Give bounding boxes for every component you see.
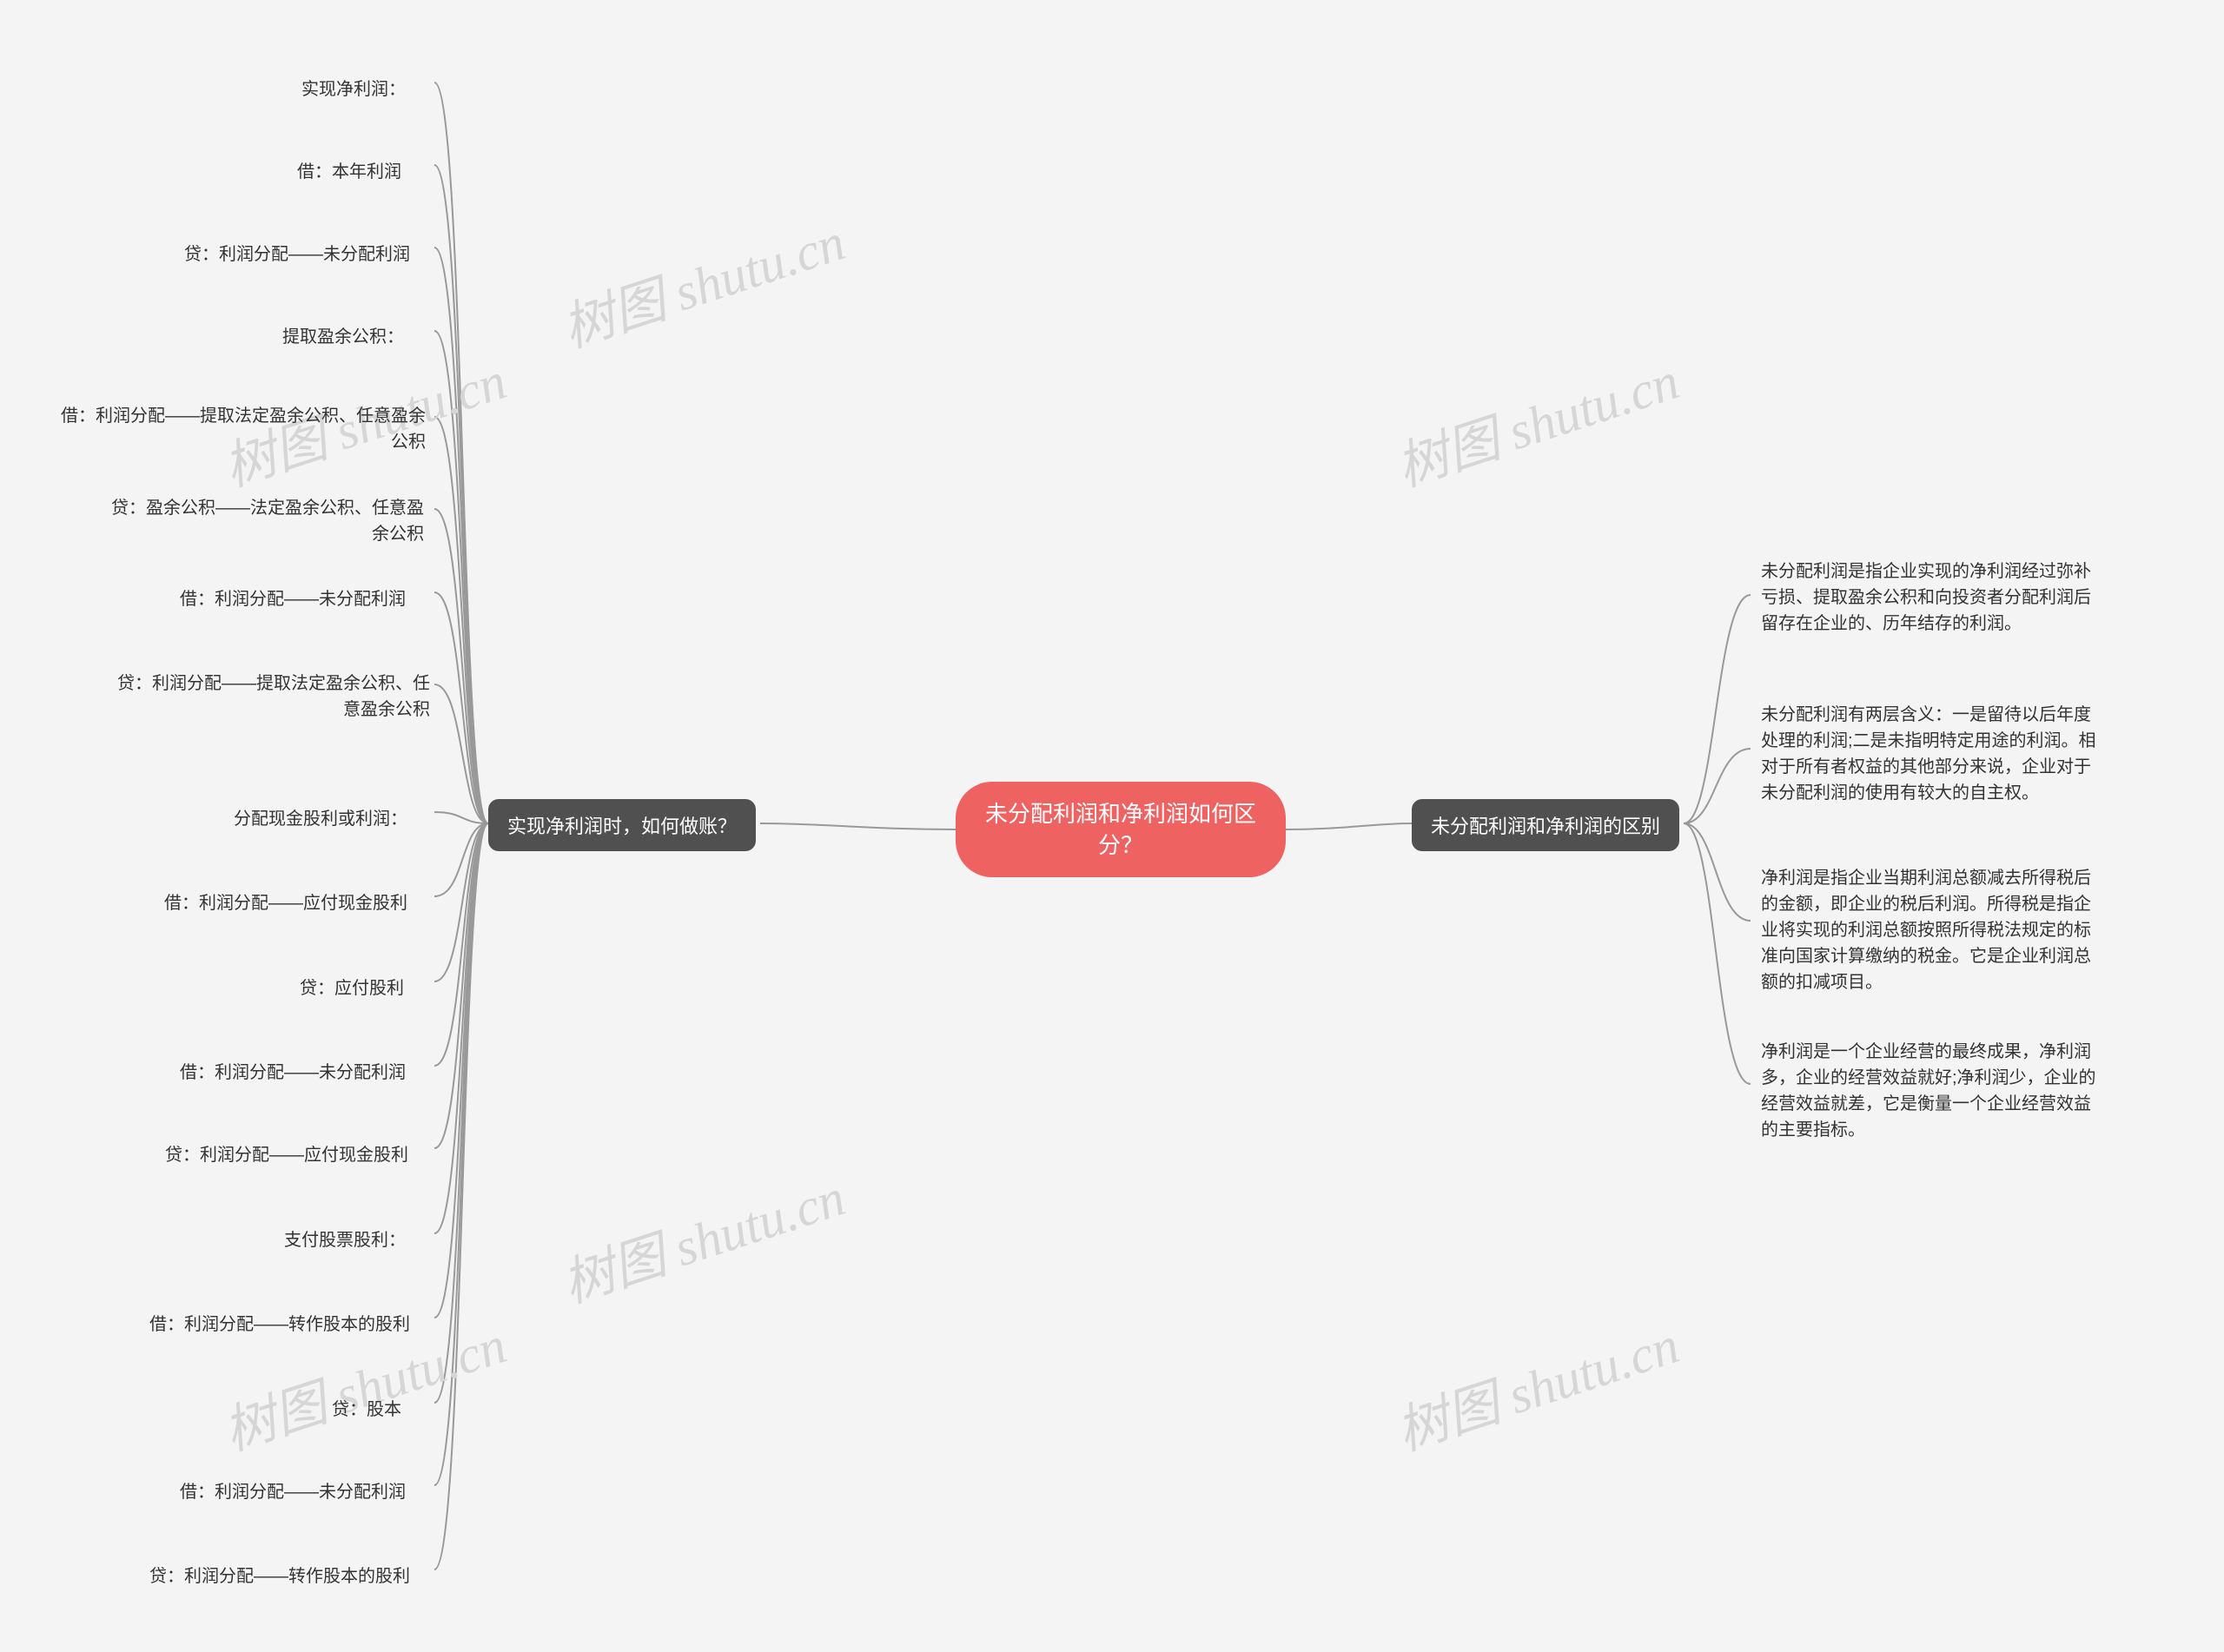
leaf-item: 贷：利润分配——应付现金股利 — [155, 1135, 419, 1175]
leaf-item: 未分配利润有两层含义：一是留待以后年度处理的利润;二是未指明特定用途的利润。相对… — [1751, 695, 2115, 813]
leaf-item: 支付股票股利： — [274, 1220, 416, 1260]
mindmap-canvas: 树图 shutu.cn 树图 shutu.cn 树图 shutu.cn 树图 s… — [0, 0, 2224, 1652]
leaf-item: 净利润是指企业当期利润总额减去所得税后的金额，即企业的税后利润。所得税是指企业将… — [1751, 858, 2115, 1002]
leaf-item: 贷：盈余公积——法定盈余公积、任意盈余公积 — [87, 488, 434, 554]
leaf-item: 贷：利润分配——提取法定盈余公积、任意盈余公积 — [93, 664, 440, 730]
watermark: 树图 shutu.cn — [552, 1155, 853, 1318]
leaf-item: 借：利润分配——转作股本的股利 — [139, 1305, 420, 1345]
leaf-item: 提取盈余公积： — [272, 317, 414, 357]
right-branch-node[interactable]: 未分配利润和净利润的区别 — [1412, 799, 1679, 851]
leaf-item: 贷：股本 — [321, 1390, 412, 1430]
watermark: 树图 shutu.cn — [1386, 339, 1687, 501]
leaf-item: 借：利润分配——未分配利润 — [169, 579, 416, 619]
leaf-item: 借：利润分配——未分配利润 — [169, 1053, 416, 1093]
leaf-item: 贷：利润分配——转作股本的股利 — [139, 1556, 420, 1596]
watermark: 树图 shutu.cn — [1386, 1303, 1687, 1465]
leaf-item: 贷：应付股利 — [289, 968, 414, 1008]
watermark: 树图 shutu.cn — [552, 200, 853, 362]
leaf-item: 未分配利润是指企业实现的净利润经过弥补亏损、提取盈余公积和向投资者分配利润后留存… — [1751, 552, 2115, 644]
leaf-item: 借：本年利润 — [287, 152, 412, 192]
leaf-item: 净利润是一个企业经营的最终成果，净利润多，企业的经营效益就好;净利润少，企业的经… — [1751, 1032, 2115, 1150]
leaf-item: 分配现金股利或利润： — [223, 799, 418, 839]
leaf-item: 借：利润分配——提取法定盈余公积、任意盈余公积 — [36, 396, 436, 462]
left-branch-node[interactable]: 实现净利润时，如何做账？ — [488, 799, 756, 851]
leaf-item: 贷：利润分配——未分配利润 — [174, 235, 420, 274]
center-node[interactable]: 未分配利润和净利润如何区分？ — [956, 782, 1286, 877]
leaf-item: 借：利润分配——未分配利润 — [169, 1472, 416, 1512]
leaf-item: 实现净利润： — [291, 69, 416, 109]
leaf-item: 借：利润分配——应付现金股利 — [154, 883, 418, 923]
